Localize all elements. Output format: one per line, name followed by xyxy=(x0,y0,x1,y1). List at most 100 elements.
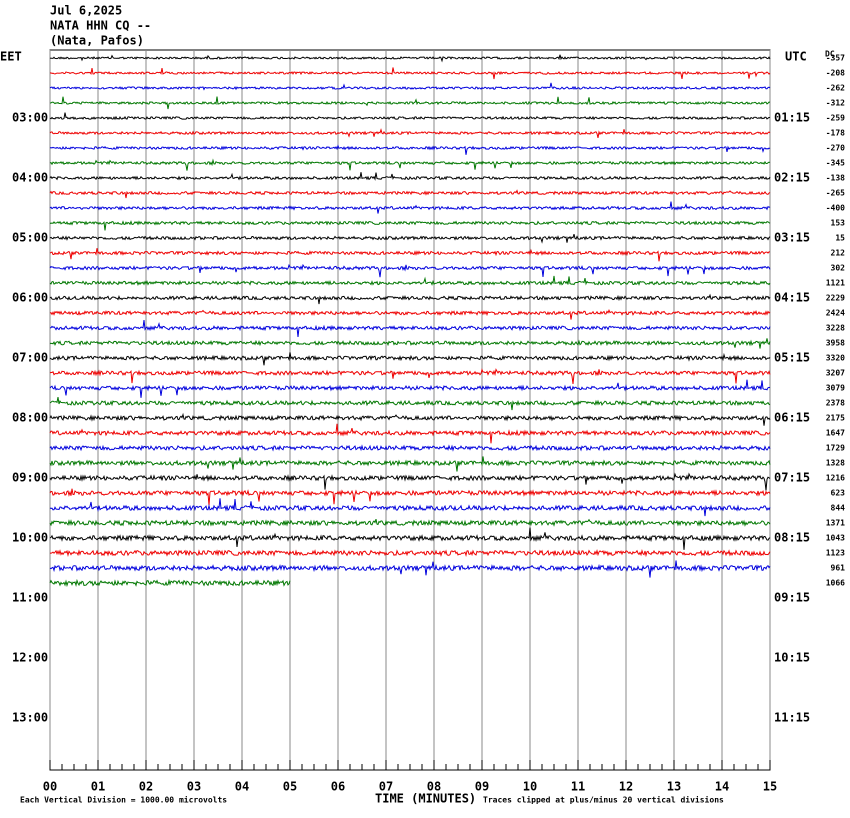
trace xyxy=(49,527,771,550)
trace xyxy=(49,248,770,262)
dc-offset: -312 xyxy=(826,99,845,108)
dc-offset: 844 xyxy=(831,504,846,513)
utc-label: 06:15 xyxy=(774,411,810,425)
utc-label: 04:15 xyxy=(774,291,810,305)
dc-offset: -259 xyxy=(826,114,845,123)
dc-offset: 1123 xyxy=(826,549,845,558)
trace xyxy=(49,144,771,155)
footer-right: Traces clipped at plus/minus 20 vertical… xyxy=(483,795,724,805)
trace xyxy=(49,67,771,80)
x-tick-label: 13 xyxy=(667,780,681,794)
dc-offset: -345 xyxy=(826,159,845,168)
dc-offset: 1328 xyxy=(826,459,845,468)
trace xyxy=(49,263,771,278)
trace xyxy=(49,112,771,121)
x-tick-label: 08 xyxy=(427,780,441,794)
right-zone: UTC xyxy=(785,50,807,64)
eet-label: 05:00 xyxy=(12,231,48,245)
dc-offset: 2424 xyxy=(826,309,845,318)
eet-label: 12:00 xyxy=(12,651,48,665)
trace xyxy=(49,379,771,398)
dc-offset: -138 xyxy=(826,174,845,183)
trace xyxy=(49,338,771,349)
dc-offset: 3207 xyxy=(826,369,845,378)
dc-offset: 1066 xyxy=(826,579,845,588)
dc-offset: -265 xyxy=(826,189,845,198)
eet-label: 07:00 xyxy=(12,351,48,365)
dc-offset: 2175 xyxy=(826,414,845,423)
dc-offset: 961 xyxy=(831,564,846,573)
dc-offset: 1043 xyxy=(826,534,845,543)
dc-offset: -270 xyxy=(826,144,845,153)
dc-offset: 1647 xyxy=(826,429,845,438)
utc-label: 10:15 xyxy=(774,651,810,665)
trace xyxy=(49,233,771,244)
dc-offset: 623 xyxy=(831,489,846,498)
trace xyxy=(49,309,771,320)
eet-label: 03:00 xyxy=(12,111,48,125)
trace xyxy=(49,423,771,444)
dc-offset: -262 xyxy=(826,84,845,93)
trace xyxy=(49,82,771,91)
trace xyxy=(49,498,771,517)
location: (Nata, Pafos) xyxy=(50,34,144,48)
x-tick-label: 10 xyxy=(523,780,537,794)
dc-offset: 3079 xyxy=(826,384,845,393)
dc-offset: -400 xyxy=(826,204,845,213)
x-tick-label: 00 xyxy=(43,780,57,794)
x-tick-label: 02 xyxy=(139,780,153,794)
x-tick-label: 04 xyxy=(235,780,249,794)
x-tick-label: 11 xyxy=(571,780,585,794)
x-tick-label: 01 xyxy=(91,780,105,794)
utc-label: 03:15 xyxy=(774,231,810,245)
x-tick-label: 09 xyxy=(475,780,489,794)
trace xyxy=(49,293,771,305)
trace xyxy=(49,128,771,139)
dc-offset: 1216 xyxy=(826,474,845,483)
dc-offset: 15 xyxy=(835,234,845,243)
utc-label: 07:15 xyxy=(774,471,810,485)
trace xyxy=(49,488,771,506)
plot-frame xyxy=(49,49,771,771)
dc-offset: 153 xyxy=(831,219,846,228)
trace xyxy=(49,397,771,411)
dc-offset: 1121 xyxy=(826,279,845,288)
utc-label: 05:15 xyxy=(774,351,810,365)
dc-offset: 302 xyxy=(831,264,846,273)
eet-label: 13:00 xyxy=(12,711,48,725)
dc-offset: 3320 xyxy=(826,354,845,363)
eet-label: 06:00 xyxy=(12,291,48,305)
trace xyxy=(49,560,771,578)
eet-label: 04:00 xyxy=(12,171,48,185)
dc-offset: -208 xyxy=(826,69,845,78)
dc-offset: 3958 xyxy=(826,339,845,348)
trace xyxy=(49,368,771,384)
trace xyxy=(49,158,771,171)
trace xyxy=(49,320,771,337)
trace xyxy=(49,456,771,472)
plot: 00 01 02 03 04 05 06 07 08 09 10 11 12 13 14 15 03:00 01:… xyxy=(12,50,845,794)
utc-label: 01:15 xyxy=(774,111,810,125)
trace xyxy=(49,549,771,558)
dc-offset: 2378 xyxy=(826,399,845,408)
eet-label: 11:00 xyxy=(12,591,48,605)
x-tick-label: 12 xyxy=(619,780,633,794)
trace xyxy=(49,444,771,452)
trace xyxy=(49,220,771,231)
trace xyxy=(49,578,291,588)
trace xyxy=(49,352,771,366)
utc-label: 09:15 xyxy=(774,591,810,605)
x-tick-label: 15 xyxy=(763,780,777,794)
trace xyxy=(49,275,771,286)
eet-label: 08:00 xyxy=(12,411,48,425)
trace xyxy=(49,201,771,214)
x-tick-label: 14 xyxy=(715,780,729,794)
x-tick-label: 05 xyxy=(283,780,297,794)
trace xyxy=(49,472,771,491)
utc-label: 02:15 xyxy=(774,171,810,185)
left-zone: EET xyxy=(0,50,22,64)
dc-offset: -357 xyxy=(826,54,845,63)
x-tick-label: 06 xyxy=(331,780,345,794)
dc-offset: 2229 xyxy=(826,294,845,303)
